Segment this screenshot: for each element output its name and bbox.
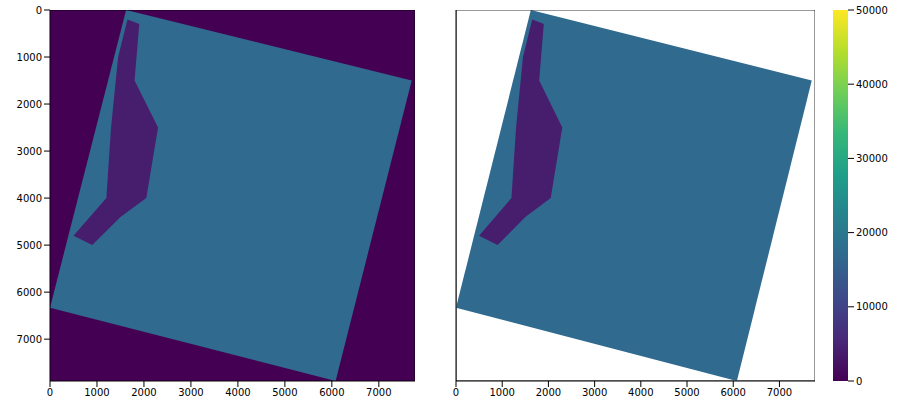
svg-text:2000: 2000	[131, 387, 156, 398]
svg-text:5000: 5000	[272, 387, 297, 398]
svg-text:6000: 6000	[319, 387, 344, 398]
svg-text:7000: 7000	[767, 387, 792, 398]
svg-text:2000: 2000	[17, 99, 42, 110]
svg-text:2000: 2000	[536, 387, 561, 398]
svg-text:4000: 4000	[17, 193, 42, 204]
svg-text:0: 0	[47, 387, 53, 398]
svg-text:5000: 5000	[674, 387, 699, 398]
svg-text:3000: 3000	[582, 387, 607, 398]
svg-text:1000: 1000	[17, 52, 42, 63]
svg-text:10000: 10000	[856, 301, 888, 312]
svg-text:3000: 3000	[178, 387, 203, 398]
svg-text:6000: 6000	[720, 387, 745, 398]
svg-text:4000: 4000	[225, 387, 250, 398]
svg-text:0: 0	[856, 376, 862, 387]
svg-text:7000: 7000	[17, 334, 42, 345]
svg-text:50000: 50000	[856, 5, 888, 16]
svg-text:0: 0	[36, 5, 42, 16]
svg-text:6000: 6000	[17, 287, 42, 298]
svg-text:5000: 5000	[17, 240, 42, 251]
svg-text:0: 0	[453, 387, 459, 398]
svg-text:40000: 40000	[856, 79, 888, 90]
svg-text:1000: 1000	[84, 387, 109, 398]
svg-text:20000: 20000	[856, 227, 888, 238]
svg-text:4000: 4000	[628, 387, 653, 398]
svg-text:30000: 30000	[856, 153, 888, 164]
svg-text:1000: 1000	[489, 387, 514, 398]
svg-text:3000: 3000	[17, 146, 42, 157]
svg-text:7000: 7000	[366, 387, 391, 398]
